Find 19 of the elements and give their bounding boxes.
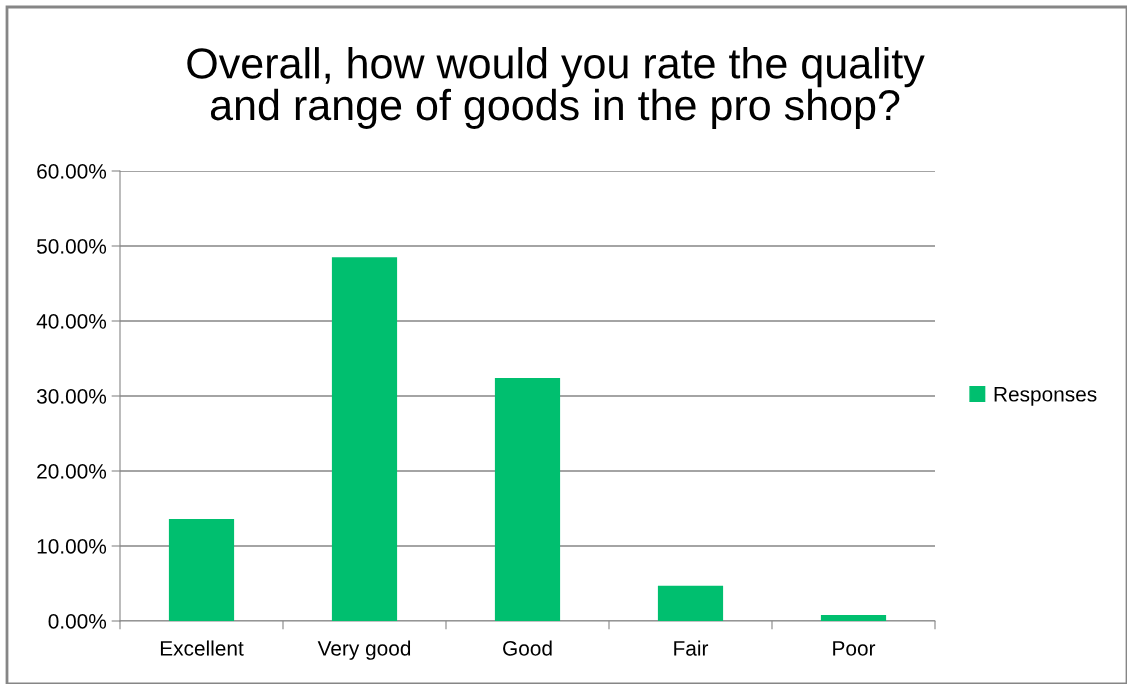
y-tick-label: 40.00% [36, 314, 107, 329]
x-tick-label: Excellent [160, 640, 244, 656]
y-tick-label: 50.00% [36, 239, 107, 254]
y-tick-label: 20.00% [37, 464, 107, 479]
legend-label: Responses [994, 387, 1097, 406]
x-tick-label: Poor [833, 641, 876, 656]
bar [820, 615, 887, 621]
bar [494, 378, 561, 621]
bar [657, 585, 724, 621]
bar [168, 519, 235, 621]
y-tick-label: 0.00% [48, 614, 107, 629]
y-tick-label: 10.00% [37, 539, 107, 554]
x-tick-label: Fair [674, 640, 709, 656]
x-tick-label: Very good [317, 640, 411, 660]
y-tick-label: 60.00% [37, 164, 107, 179]
chart-title: Overall, how would you rate the quality and range of goods in the pro shop? [187, 47, 925, 129]
bar [331, 257, 398, 621]
x-tick-label: Good [503, 640, 552, 656]
y-tick-label: 30.00% [36, 389, 107, 404]
